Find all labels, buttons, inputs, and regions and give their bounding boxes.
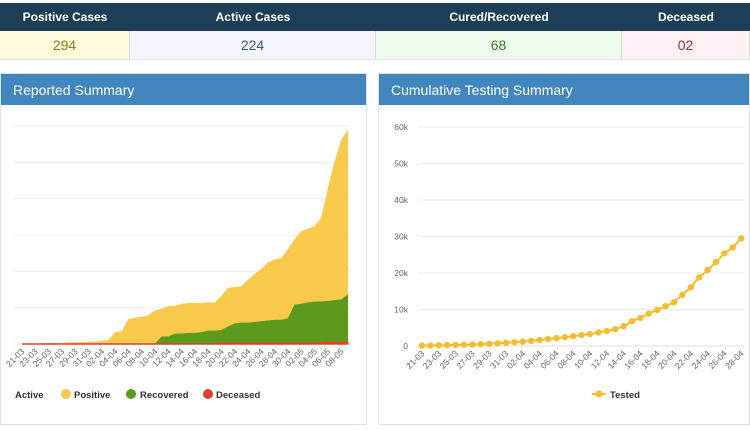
legend-active[interactable]: Active xyxy=(15,390,44,401)
legend-deceased-marker-icon xyxy=(203,389,213,399)
positive-cases-value: 294 xyxy=(0,31,130,60)
tested-point xyxy=(544,335,552,343)
deceased-header: Deceased xyxy=(622,3,750,31)
active-cases-value: 224 xyxy=(130,31,376,60)
tested-point xyxy=(528,337,535,345)
active-cases-header: Active Cases xyxy=(130,3,376,31)
y-tick-label: 0 xyxy=(403,341,408,351)
y-tick-label: 60k xyxy=(394,122,408,132)
recovered-value: 68 xyxy=(376,31,622,60)
tested-point xyxy=(578,331,585,339)
tested-point xyxy=(595,329,602,336)
y-tick-label: 10k xyxy=(394,305,408,315)
tested-point xyxy=(645,310,652,317)
tested-line xyxy=(421,237,742,347)
tested-point xyxy=(561,334,568,341)
tested-point xyxy=(687,284,694,291)
tested-point xyxy=(612,326,619,333)
tested-point xyxy=(519,338,526,345)
tested-point xyxy=(712,258,720,266)
tested-point xyxy=(586,330,594,338)
reported-summary-title: Reported Summary xyxy=(1,74,366,105)
tested-point xyxy=(494,340,501,347)
legend-tested[interactable]: Tested xyxy=(610,390,640,401)
tested-point xyxy=(570,332,577,340)
x-tick-label: 28-04 xyxy=(723,348,746,371)
tested-point xyxy=(637,314,644,322)
tested-point xyxy=(738,235,745,242)
tested-point xyxy=(444,341,451,349)
legend-tested-marker-icon xyxy=(595,390,603,398)
tested-point xyxy=(477,340,484,348)
testing-summary-panel: Cumulative Testing Summary xyxy=(378,73,750,425)
tested-point xyxy=(662,303,669,310)
legend-recovered[interactable]: Recovered xyxy=(140,390,189,401)
tested-point xyxy=(418,342,426,349)
tested-point xyxy=(452,341,459,349)
tested-point xyxy=(654,306,661,314)
y-tick-label: 30k xyxy=(394,232,408,242)
tested-point xyxy=(721,250,728,257)
area-positive xyxy=(22,129,349,345)
legend-deceased[interactable]: Deceased xyxy=(216,390,261,401)
tested-point xyxy=(628,317,636,325)
y-tick-label: 50k xyxy=(394,159,408,169)
recovered-header: Cured/Recovered xyxy=(376,3,622,31)
tested-point xyxy=(486,340,493,348)
tested-point xyxy=(469,341,476,348)
stats-value-row: 294 224 68 02 xyxy=(0,31,750,60)
tested-point xyxy=(620,323,627,330)
tested-point xyxy=(511,338,518,346)
testing-summary-title: Cumulative Testing Summary xyxy=(379,74,749,105)
tested-point xyxy=(435,342,442,349)
tested-point xyxy=(679,291,686,299)
y-tick-label: 40k xyxy=(394,195,408,205)
stats-table: Positive Cases Active Cases Cured/Recove… xyxy=(0,3,750,60)
legend-positive[interactable]: Positive xyxy=(74,390,110,401)
tested-point xyxy=(427,342,434,349)
reported-summary-chart: 21-0323-0325-0327-0329-0331-0302-0404-04… xyxy=(4,125,350,369)
legend-positive-marker-icon xyxy=(61,389,71,399)
legend-recovered-marker-icon xyxy=(126,389,136,399)
tested-point xyxy=(704,266,711,274)
stats-header-row: Positive Cases Active Cases Cured/Recove… xyxy=(0,3,750,31)
tested-point xyxy=(553,334,560,342)
tested-point xyxy=(603,327,610,335)
tested-point xyxy=(670,299,678,306)
tested-point xyxy=(460,341,468,348)
area-deceased xyxy=(22,341,349,345)
y-tick-label: 20k xyxy=(394,268,408,278)
positive-cases-header: Positive Cases xyxy=(0,3,130,31)
tested-point xyxy=(696,274,703,281)
tested-point xyxy=(536,336,543,344)
reported-summary-panel: Reported Summary xyxy=(0,73,367,425)
tested-point xyxy=(502,339,510,346)
tested-point xyxy=(729,244,736,251)
